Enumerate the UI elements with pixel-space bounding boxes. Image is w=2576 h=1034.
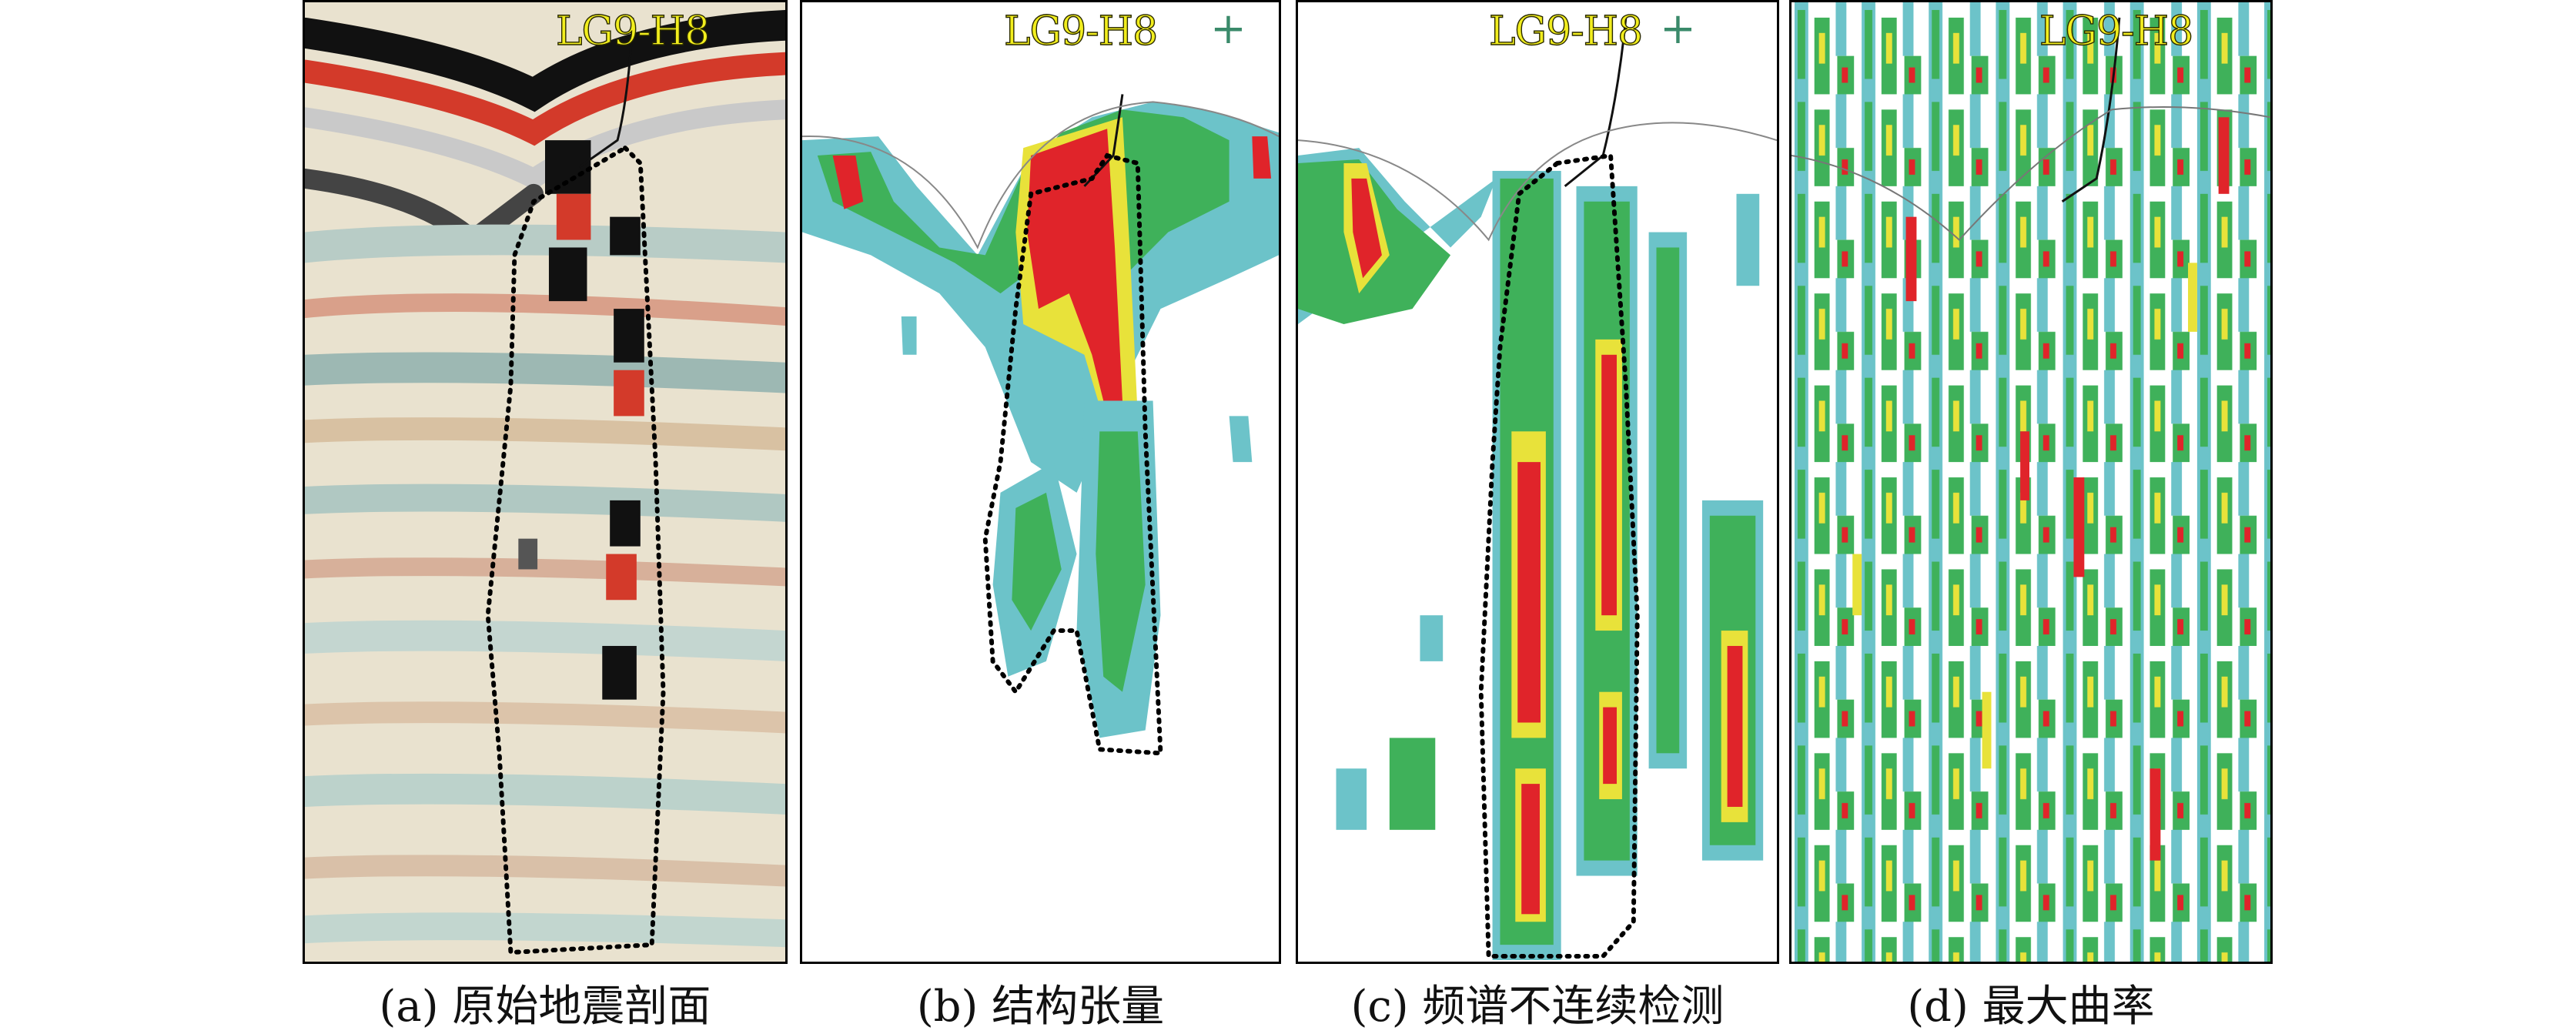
well-label: LG9-H8: [1003, 8, 1159, 55]
structure-tensor-panel: LG9-H8 +: [800, 0, 1281, 964]
well-marker-plus: +: [1660, 4, 1696, 54]
structure-tensor-image: [802, 2, 1279, 962]
caption-a: (a) 原始地震剖面: [379, 982, 711, 1032]
well-label: LG9-H8: [1488, 8, 1644, 55]
seismic-section-panel: LG9-H8: [303, 0, 788, 964]
caption-d: (d) 最大曲率: [1907, 982, 2155, 1032]
caption-c: (c) 频谱不连续检测: [1350, 982, 1725, 1032]
well-marker-plus: +: [1210, 4, 1246, 54]
seismic-section-image: [305, 2, 785, 962]
spectral-discontinuity-panel: LG9-H8 +: [1296, 0, 1779, 964]
caption-b: (b) 结构张量: [916, 982, 1165, 1032]
maximum-curvature-panel: LG9-H8: [1789, 0, 2273, 964]
spectral-discontinuity-image: [1298, 2, 1777, 962]
well-label: LG9-H8: [555, 8, 711, 55]
maximum-curvature-image: [1791, 2, 2270, 962]
well-label: LG9-H8: [2039, 8, 2194, 55]
